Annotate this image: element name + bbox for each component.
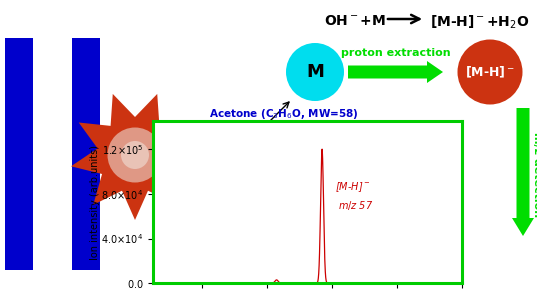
Ellipse shape — [121, 141, 149, 169]
Bar — [72, 38, 100, 270]
Y-axis label: Ion intensity (arb.units): Ion intensity (arb.units) — [90, 145, 100, 260]
Text: m/z detection: m/z detection — [532, 133, 537, 218]
Text: $m/z$ 57: $m/z$ 57 — [338, 199, 374, 212]
Text: [M-H]$^-$: [M-H]$^-$ — [465, 65, 515, 79]
Text: proton extraction: proton extraction — [341, 48, 451, 58]
Bar — [5, 38, 33, 270]
FancyArrow shape — [348, 61, 443, 83]
Text: [M-H]$^-$+H$_2$O: [M-H]$^-$+H$_2$O — [430, 14, 529, 32]
Text: OH$^-$+M: OH$^-$+M — [324, 14, 386, 28]
FancyArrow shape — [512, 108, 534, 236]
Ellipse shape — [228, 126, 288, 190]
Ellipse shape — [458, 39, 523, 105]
Text: OH$^-$: OH$^-$ — [241, 150, 272, 164]
Text: [M-H]$^-$: [M-H]$^-$ — [335, 180, 371, 194]
Text: M: M — [306, 63, 324, 81]
Ellipse shape — [286, 43, 344, 101]
Ellipse shape — [107, 128, 163, 182]
Text: Acetone (C$_3$H$_6$O, MW=58): Acetone (C$_3$H$_6$O, MW=58) — [208, 107, 358, 121]
Polygon shape — [71, 94, 199, 220]
FancyArrow shape — [178, 144, 220, 166]
